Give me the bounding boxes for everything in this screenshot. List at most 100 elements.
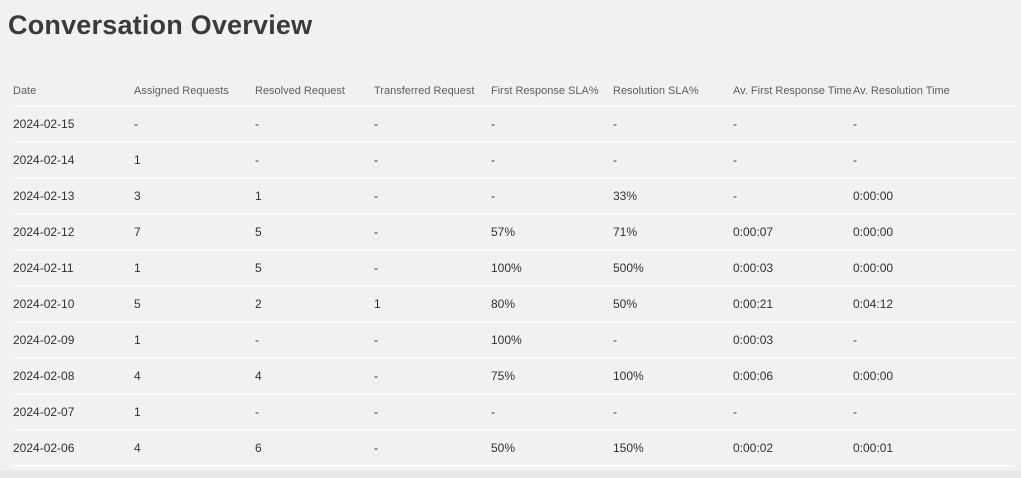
value-cell: 4 [134, 430, 255, 467]
table-row: 2024-02-11 1 5-100% 500% 0:00:03 0:00:00 [13, 250, 1015, 287]
panel-bottom-edge [0, 469, 1021, 478]
value-cell: 7 [134, 214, 255, 251]
value-cell: - [733, 394, 853, 431]
date-cell: 2024-02-13 [13, 178, 134, 215]
value-cell: 0:00:03 [733, 322, 853, 359]
value-cell: 0:00:07 [733, 214, 853, 251]
value-cell: 1 [134, 142, 255, 179]
value-cell: 1 [255, 178, 374, 215]
value-cell: - [613, 394, 733, 431]
date-cell: 2024-02-12 [13, 214, 134, 251]
value-cell: 4 [255, 358, 374, 395]
column-header-resolution-sla[interactable]: Resolution SLA% [613, 76, 733, 107]
value-cell: 0:00:01 [853, 430, 1015, 467]
value-cell: - [853, 394, 1015, 431]
value-cell: 0:00:21 [733, 286, 853, 323]
page-title: Conversation Overview [8, 10, 313, 40]
value-cell: - [491, 106, 613, 143]
value-cell: - [374, 322, 491, 359]
value-cell: - [374, 358, 491, 395]
value-cell: 5 [134, 286, 255, 323]
value-cell: 0:04:12 [853, 286, 1015, 323]
value-cell: 0:00:00 [853, 358, 1015, 395]
column-header-av-first-response-time[interactable]: Av. First Response Time [733, 76, 853, 107]
table-row: 2024-02-15- - - - - - - [13, 106, 1015, 143]
value-cell: 1 [374, 286, 491, 323]
value-cell: - [255, 394, 374, 431]
value-cell: - [491, 178, 613, 215]
value-cell: 71% [613, 214, 733, 251]
value-cell: 75% [491, 358, 613, 395]
column-header-resolved-request[interactable]: Resolved Request [255, 76, 374, 107]
date-cell: 2024-02-08 [13, 358, 134, 395]
value-cell: - [374, 214, 491, 251]
value-cell: - [733, 106, 853, 143]
table-header: Date Assigned Requests Resolved Request Tra… [13, 76, 1015, 107]
value-cell: 0:00:02 [733, 430, 853, 467]
value-cell: - [255, 106, 374, 143]
value-cell: - [374, 250, 491, 287]
column-header-transferred-request[interactable]: Transferred Request [374, 76, 491, 107]
value-cell: 100% [491, 322, 613, 359]
date-cell: 2024-02-09 [13, 322, 134, 359]
value-cell: 0:00:03 [733, 250, 853, 287]
table-row: 2024-02-09 1- -100% -0:00:03- [13, 322, 1015, 359]
value-cell: 4 [134, 358, 255, 395]
table-row: 2024-02-07 1- - - - - - [13, 394, 1015, 431]
table-body: 2024-02-15- - - - - - -2024-02-14 1- - - - - -2024-0… [13, 106, 1015, 467]
date-cell: 2024-02-11 [13, 250, 134, 287]
value-cell: 6 [255, 430, 374, 467]
value-cell: - [613, 322, 733, 359]
value-cell: - [613, 106, 733, 143]
value-cell: - [374, 178, 491, 215]
value-cell: 50% [491, 430, 613, 467]
conversation-overview-table: Date Assigned Requests Resolved Request Tra… [13, 76, 1015, 467]
value-cell: - [491, 142, 613, 179]
value-cell: - [733, 142, 853, 179]
column-header-date[interactable]: Date [13, 76, 134, 107]
value-cell: 5 [255, 214, 374, 251]
table-row: 2024-02-10 5 2 1 80% 50% 0:00:21 0:04:12 [13, 286, 1015, 323]
table-row: 2024-02-12 7 5-57% 71% 0:00:07 0:00:00 [13, 214, 1015, 251]
value-cell: 33% [613, 178, 733, 215]
date-cell: 2024-02-15 [13, 106, 134, 143]
value-cell: - [374, 106, 491, 143]
column-header-first-response-sla[interactable]: First Response SLA% [491, 76, 613, 107]
date-cell: 2024-02-14 [13, 142, 134, 179]
value-cell: 1 [134, 322, 255, 359]
value-cell: 100% [613, 358, 733, 395]
value-cell: 2 [255, 286, 374, 323]
column-header-assigned-requests[interactable]: Assigned Requests [134, 76, 255, 107]
value-cell: 3 [134, 178, 255, 215]
value-cell: - [853, 322, 1015, 359]
value-cell: 0:00:00 [853, 250, 1015, 287]
value-cell: - [255, 322, 374, 359]
value-cell: - [374, 430, 491, 467]
value-cell: 1 [134, 394, 255, 431]
date-cell: 2024-02-06 [13, 430, 134, 467]
value-cell: - [374, 394, 491, 431]
value-cell: - [613, 142, 733, 179]
value-cell: 50% [613, 286, 733, 323]
table-header-row: Date Assigned Requests Resolved Request Tra… [13, 76, 1015, 107]
value-cell: - [134, 106, 255, 143]
value-cell: 100% [491, 250, 613, 287]
value-cell: 0:00:06 [733, 358, 853, 395]
table-row: 2024-02-08 4 4-75% 100% 0:00:06 0:00:00 [13, 358, 1015, 395]
date-cell: 2024-02-07 [13, 394, 134, 431]
value-cell: - [733, 178, 853, 215]
column-header-av-resolution-time[interactable]: Av. Resolution Time [853, 76, 1015, 107]
value-cell: - [491, 394, 613, 431]
value-cell: 1 [134, 250, 255, 287]
value-cell: - [374, 142, 491, 179]
value-cell: 500% [613, 250, 733, 287]
value-cell: 80% [491, 286, 613, 323]
date-cell: 2024-02-10 [13, 286, 134, 323]
value-cell: 0:00:00 [853, 214, 1015, 251]
value-cell: - [255, 142, 374, 179]
value-cell: 0:00:00 [853, 178, 1015, 215]
value-cell: 57% [491, 214, 613, 251]
table-row: 2024-02-06 4 6-50% 150% 0:00:02 0:00:01 [13, 430, 1015, 467]
table-row: 2024-02-14 1- - - - - - [13, 142, 1015, 179]
value-cell: 150% [613, 430, 733, 467]
